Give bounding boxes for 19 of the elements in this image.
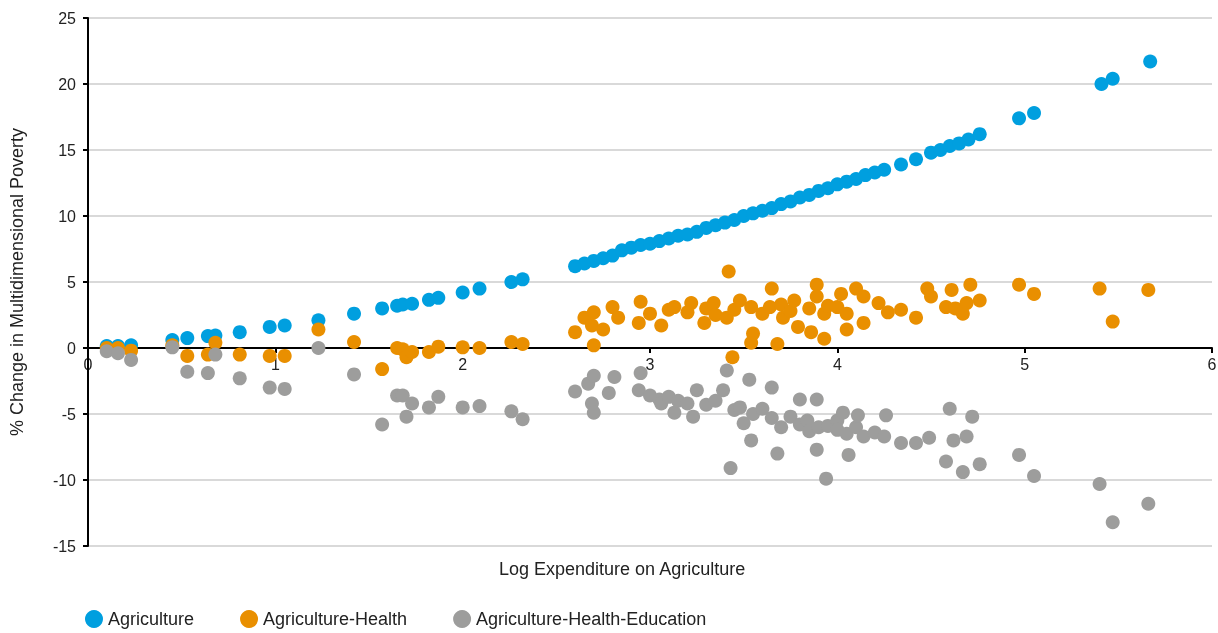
- x-axis-title: Log Expenditure on Agriculture: [499, 559, 746, 579]
- x-tick-label: 3: [645, 355, 655, 373]
- y-axis-title: % Change in Multidimensional Poverty: [7, 127, 27, 437]
- x-tick-label: 2: [458, 355, 468, 373]
- y-tick-label: 5: [67, 273, 77, 291]
- legend-label: Agriculture-Health: [263, 609, 408, 629]
- legend-label: Agriculture-Health-Education: [476, 609, 707, 629]
- y-tick-label: 15: [58, 141, 77, 159]
- y-tick-label: -10: [52, 471, 77, 489]
- y-tick-label: 0: [67, 339, 77, 357]
- x-tick-label: 4: [832, 355, 842, 373]
- x-tick-label: 5: [1020, 355, 1030, 373]
- x-tick-label: 6: [1207, 355, 1217, 373]
- y-tick-label: -5: [61, 405, 77, 423]
- y-tick-label: 20: [58, 75, 77, 93]
- y-tick-label: -15: [52, 537, 77, 555]
- legend-label: Agriculture: [108, 609, 195, 629]
- y-tick-label: 25: [58, 9, 77, 27]
- y-tick-label: 10: [58, 207, 77, 225]
